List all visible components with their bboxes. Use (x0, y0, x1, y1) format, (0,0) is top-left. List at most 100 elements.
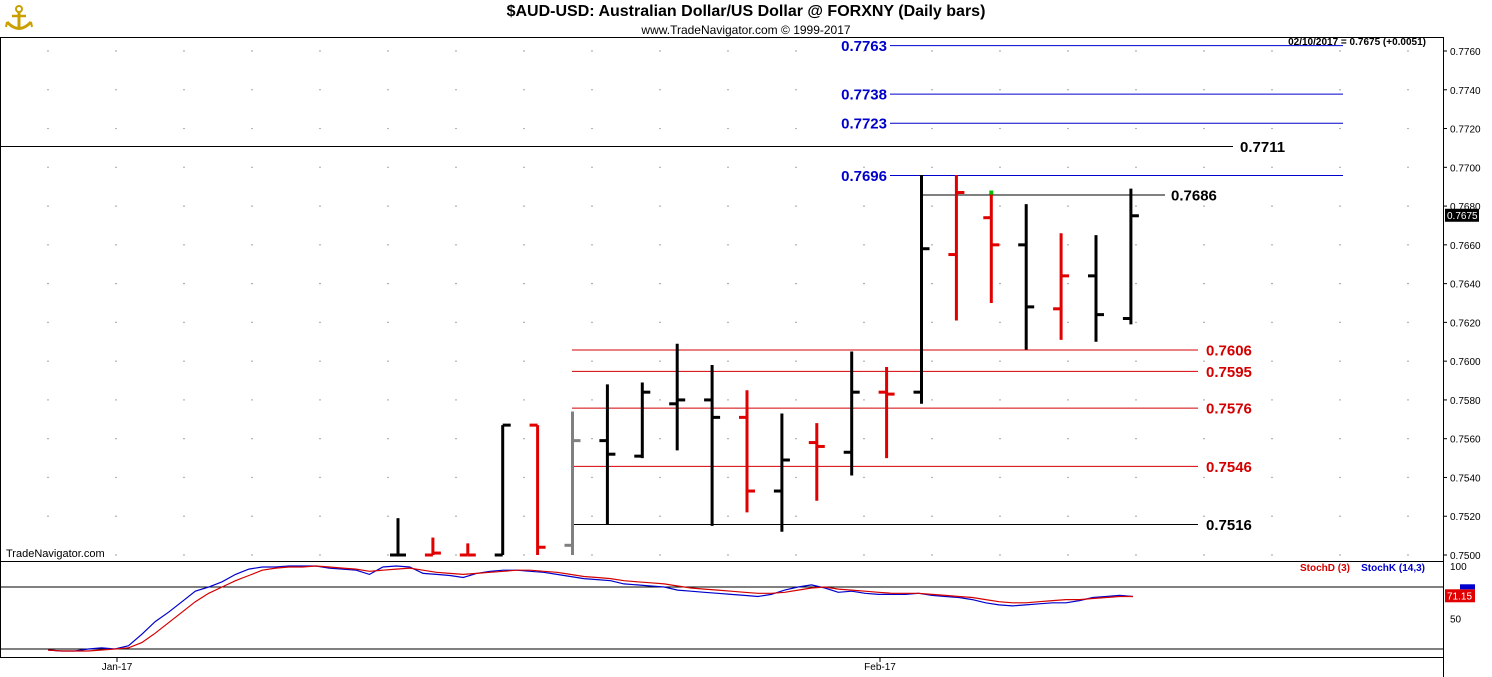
grid-dot (1407, 127, 1409, 130)
grid-dot (999, 89, 1001, 91)
grid-dot (455, 360, 457, 362)
grid-dot (319, 437, 321, 440)
grid-dot (115, 321, 117, 324)
grid-dot (47, 205, 49, 207)
grid-dot (1067, 127, 1069, 130)
grid-dot (387, 515, 389, 517)
price-tick-label: 0.7720 (1450, 125, 1481, 136)
price-tick-label: 0.7580 (1450, 396, 1481, 407)
grid-dot (455, 321, 457, 324)
grid-dot (727, 554, 729, 556)
grid-dot (659, 399, 661, 401)
grid-dot (1407, 282, 1409, 285)
grid-dot (47, 127, 49, 130)
grid-dot (183, 282, 185, 285)
grid-dot (1135, 166, 1137, 169)
grid-dot (319, 89, 321, 91)
grid-dot (863, 89, 865, 91)
grid-dot (863, 515, 865, 517)
grid-dot (1339, 89, 1341, 91)
grid-dot (183, 166, 185, 169)
price-tick-label: 0.7620 (1450, 318, 1481, 329)
grid-dot (1067, 437, 1069, 440)
grid-dot (659, 515, 661, 517)
grid-dot (523, 437, 525, 440)
grid-dot (1271, 166, 1273, 169)
grid-dot (455, 205, 457, 207)
grid-dot (659, 554, 661, 556)
grid-dot (591, 437, 593, 440)
grid-dot (319, 360, 321, 362)
grid-dot (1135, 476, 1137, 479)
last-bar-info: 02/10/2017 = 0.7675 (+0.0051) (1288, 37, 1426, 48)
grid-dot (795, 321, 797, 324)
grid-dot (455, 89, 457, 91)
grid-dot (523, 89, 525, 91)
grid-dot (1203, 360, 1205, 362)
grid-dot (727, 244, 729, 246)
grid-dot (251, 399, 253, 401)
grid-dot (1407, 360, 1409, 362)
ohlc-bar (1053, 233, 1070, 340)
grid-dot (1067, 282, 1069, 285)
grid-dot (387, 321, 389, 324)
price-tick-label: 0.7500 (1450, 551, 1481, 562)
grid-dot (659, 244, 661, 246)
grid-dot (999, 515, 1001, 517)
grid-dot (1339, 554, 1341, 556)
grid-dot (251, 360, 253, 362)
grid-dot (1135, 321, 1137, 324)
grid-dot (523, 476, 525, 479)
grid-dot (1067, 321, 1069, 324)
price-tick-label: 0.7760 (1450, 47, 1481, 58)
grid-dot (863, 244, 865, 246)
grid-dot (183, 515, 185, 517)
grid-dot (795, 399, 797, 401)
grid-dot (727, 360, 729, 362)
grid-dot (1203, 282, 1205, 285)
level-label: 0.7723 (841, 116, 887, 133)
stoch-tick-label: 50 (1450, 615, 1462, 626)
grid-dot (251, 282, 253, 285)
level-label: 0.7546 (1206, 459, 1252, 476)
grid-dot (319, 166, 321, 169)
grid-dot (319, 399, 321, 401)
price-tick-label: 0.7520 (1450, 512, 1481, 523)
grid-dot (115, 515, 117, 517)
grid-dot (47, 321, 49, 324)
grid-dot (863, 166, 865, 169)
stoch-value-tag (1445, 589, 1475, 603)
grid-dot (523, 360, 525, 362)
grid-dot (183, 321, 185, 324)
grid-dot (387, 50, 389, 52)
chart-frame (0, 37, 1444, 677)
grid-dot (115, 166, 117, 169)
grid-dot (47, 399, 49, 401)
grid-dot (455, 515, 457, 517)
grid-dot (1203, 554, 1205, 556)
grid-dot (1271, 282, 1273, 285)
grid-dot (931, 437, 933, 440)
high-marker (989, 190, 994, 195)
grid-dot (727, 89, 729, 91)
grid-dot (727, 515, 729, 517)
grid-dot (183, 360, 185, 362)
grid-dot (251, 321, 253, 324)
grid-dot (1271, 437, 1273, 440)
grid-dot (591, 515, 593, 517)
grid-dot (1135, 205, 1137, 207)
grid-dot (455, 476, 457, 479)
grid-dot (1271, 399, 1273, 401)
grid-dot (1067, 554, 1069, 556)
grid-dot (863, 399, 865, 401)
grid-dot (387, 205, 389, 207)
grid-dot (387, 166, 389, 169)
grid-dot (1339, 244, 1341, 246)
level-label: 0.7711 (1240, 139, 1285, 156)
stoch-line (47, 565, 1134, 652)
grid-dot (1339, 205, 1341, 207)
price-levels: 0.7763 0.7738 0.7723 0.7711 0.7696 0.7686 0.76… (0, 38, 1343, 534)
ohlc-bar (948, 175, 965, 321)
grid-dot (455, 399, 457, 401)
